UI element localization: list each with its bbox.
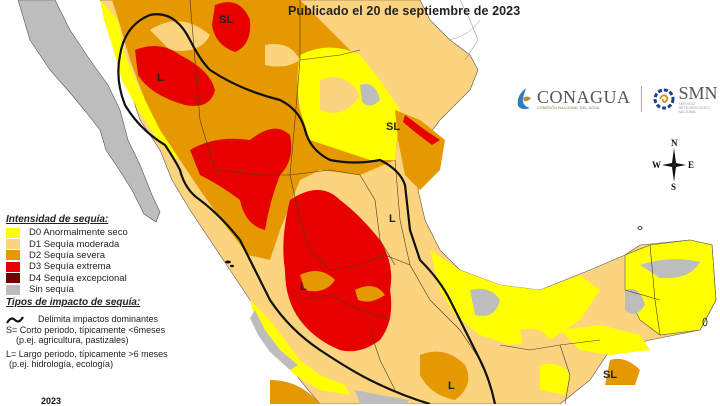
smn-name: SMN — [678, 83, 718, 103]
legend-item-d0: D0 Anormalmente seco — [6, 227, 226, 238]
conagua-name: CONAGUA — [537, 87, 631, 107]
short-term-example: (p.ej. agricultura, pastizales) — [16, 335, 129, 346]
legend-item-none: Sin sequía — [6, 284, 226, 295]
baja-california — [17, 0, 161, 223]
swatch-d0 — [6, 227, 20, 238]
impact-line-label: Delimita impactos dominantes — [38, 314, 159, 325]
map-label-l-northwest: L — [157, 72, 164, 84]
publication-date: Publicado el 20 de septiembre de 2023 — [288, 4, 521, 18]
logo-divider — [640, 86, 642, 112]
swatch-d1 — [6, 239, 20, 250]
compass-east: E — [688, 160, 695, 170]
compass-west: W — [652, 160, 661, 170]
swatch-d4 — [6, 273, 20, 284]
impact-line-icon — [6, 316, 24, 324]
map-label-l-center: L — [389, 213, 396, 225]
conagua-logo-icon — [517, 88, 531, 110]
impact-legend-title: Tipos de impacto de sequía: — [6, 297, 141, 309]
legend-item-d3: D3 Sequía extrema — [6, 261, 226, 272]
map-label-l-west: L — [300, 281, 307, 293]
map-label-l-south: L — [448, 380, 455, 392]
smn-logo-icon — [653, 88, 674, 110]
intensity-legend-title: Intensidad de sequía: — [6, 214, 109, 225]
legend-item-d1: D1 Sequía moderada — [6, 238, 226, 250]
swatch-none — [6, 284, 20, 295]
footer-year-partial: 2023 — [41, 396, 62, 406]
long-term-legend: L= Largo periodo, típicamente >6 meses — [6, 348, 168, 359]
compass-south: S — [671, 182, 677, 192]
legend: Intensidad de sequía: D0 Anormalmente se… — [6, 214, 226, 370]
legend-label-d1: D1 Sequía moderada — [29, 238, 120, 250]
legend-label-d3: D3 Sequía extrema — [29, 261, 111, 273]
map-label-sl-north: SL — [219, 14, 234, 26]
compass-north: N — [671, 138, 678, 148]
swatch-d2 — [6, 250, 20, 261]
legend-label-d4: D4 Sequía excepcional — [29, 272, 127, 284]
swatch-d3 — [6, 261, 20, 272]
conagua-subtitle: COMISIÓN NACIONAL DEL AGUA — [537, 106, 600, 110]
map-label-sl-southeast: SL — [603, 369, 618, 381]
legend-item-d2: D2 Sequía severa — [6, 250, 226, 261]
compass-star-icon — [662, 148, 686, 182]
legend-label-d2: D2 Sequía severa — [29, 249, 106, 261]
legend-item-d4: D4 Sequía excepcional — [6, 273, 226, 284]
legend-label-none: Sin sequía — [29, 284, 74, 296]
short-term-legend: S= Corto periodo, típicamente <6meses — [6, 324, 166, 335]
legend-label-d0: D0 Anormalmente seco — [29, 227, 128, 239]
smn-subtitle-2: METEOROLÓGICO — [678, 106, 710, 110]
agency-logos: CONAGUA COMISIÓN NACIONAL DEL AGUA SMN S… — [514, 84, 718, 114]
compass-rose: N S E W — [652, 138, 696, 192]
smn-subtitle-1: SERVICIO — [678, 102, 696, 106]
long-term-example: (p.ej. hidrología, ecología) — [9, 359, 114, 370]
smn-subtitle-3: NACIONAL — [678, 110, 697, 114]
impact-line-legend: Delimita impactos dominantes — [6, 314, 226, 325]
map-label-sl-northeast: SL — [386, 121, 401, 133]
